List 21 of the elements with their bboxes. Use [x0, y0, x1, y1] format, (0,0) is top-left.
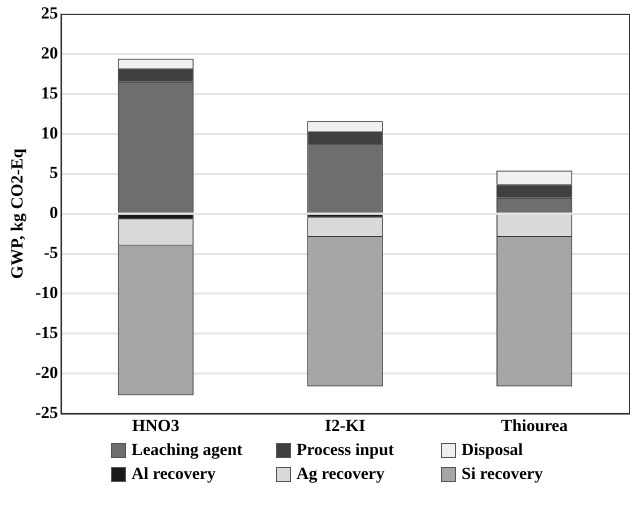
legend-label: Si recovery — [462, 464, 543, 484]
y-tick-label: -15 — [35, 323, 58, 342]
y-tick-label: 25 — [41, 3, 58, 22]
y-tick-label: -5 — [44, 243, 58, 262]
y-tick-label: 0 — [50, 203, 58, 222]
x-tick-label: I2-KI — [324, 416, 366, 436]
y-tick-label: 15 — [41, 83, 58, 102]
legend-label: Al recovery — [132, 464, 216, 484]
y-tick-label: -10 — [35, 283, 58, 302]
y-tick-label: -25 — [35, 402, 58, 422]
y-tick-label: -20 — [35, 363, 58, 382]
legend-label: Leaching agent — [132, 440, 242, 460]
y-tick-label: 5 — [50, 163, 58, 182]
legend-label: Process input — [296, 440, 394, 460]
y-tick-label: 20 — [41, 43, 58, 62]
y-tick-label: 10 — [41, 123, 58, 142]
x-tick-label: Thiourea — [500, 416, 568, 436]
legend-label: Disposal — [462, 440, 523, 460]
legend-label: Ag recovery — [296, 464, 384, 484]
y-axis-title: GWP, kg CO2-Eq — [8, 148, 27, 279]
x-tick-label: HNO3 — [132, 416, 180, 436]
